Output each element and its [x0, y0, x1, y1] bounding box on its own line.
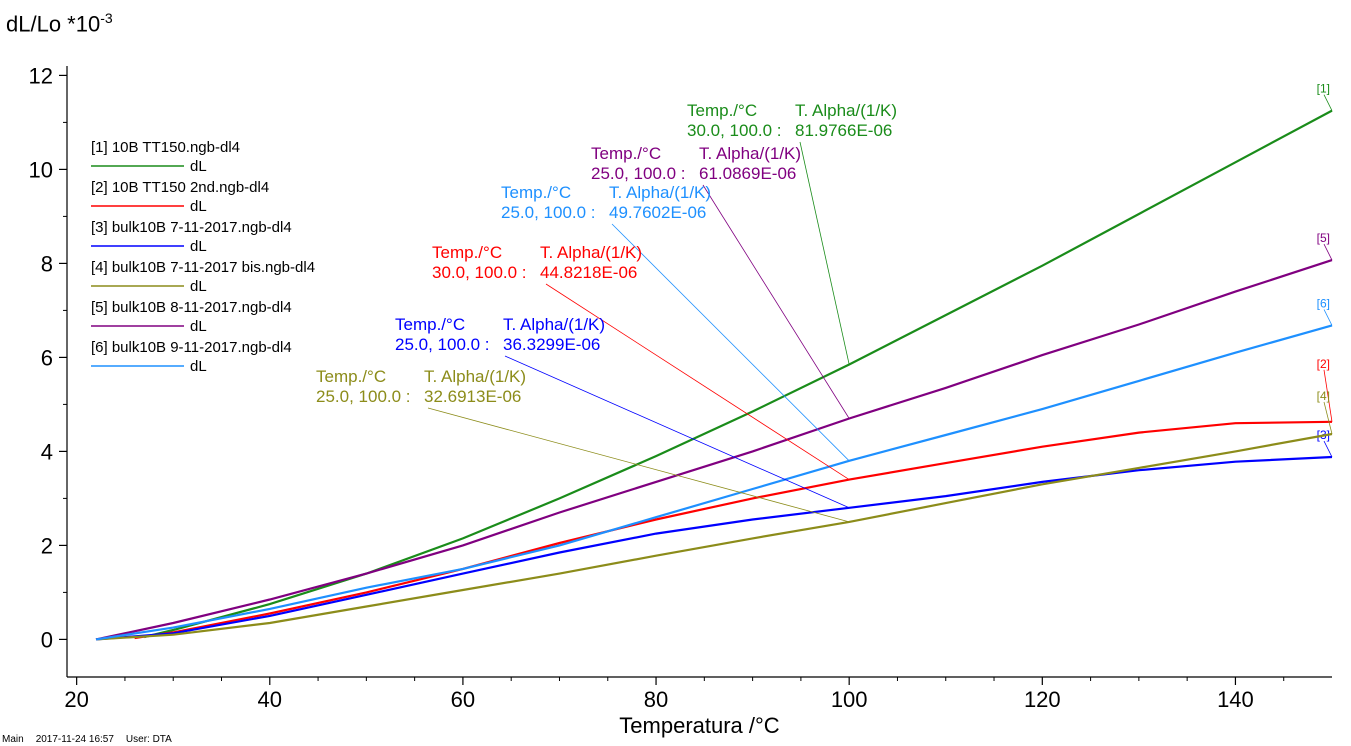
footer-user: User: DTA [125, 734, 172, 745]
status-footer: Main 2017-11-24 16:57 User: DTA [2, 734, 184, 745]
series-end-leader [1323, 94, 1333, 111]
annotation-header-alpha: T. Alpha/(1/K) [795, 101, 897, 120]
annotation-header-temp: Temp./°C [432, 243, 502, 262]
annotation-range: 25.0, 100.0 : [316, 387, 411, 406]
annotation-header-alpha: T. Alpha/(1/K) [540, 243, 642, 262]
legend-entry-name: [6] bulk10B 9-11-2017.ngb-dl4 [91, 339, 292, 356]
annotation-range: 25.0, 100.0 : [501, 203, 596, 222]
legend-entry-sub: dL [190, 238, 207, 255]
series-end-leader [1323, 309, 1333, 326]
series-end-leader [1323, 369, 1333, 422]
annotation-range: 25.0, 100.0 : [591, 164, 686, 183]
annotation-range: 30.0, 100.0 : [687, 121, 782, 140]
annotation-leader [504, 355, 850, 509]
y-tick-label: 0 [41, 627, 53, 652]
series-end-leader [1323, 401, 1333, 435]
annotation-alpha-value: 36.3299E-06 [503, 335, 600, 354]
series-line [95, 259, 1333, 641]
y-axis-label-exponent: -3 [100, 10, 113, 26]
annotation-leader [799, 141, 850, 365]
y-axis-label: dL/Lo *10-3 [6, 10, 113, 37]
legend-entry-name: [3] bulk10B 7-11-2017.ngb-dl4 [91, 219, 292, 236]
x-tick-label: 140 [1217, 687, 1254, 712]
series-end-label: [4] [1317, 389, 1330, 403]
legend-entry-sub: dL [190, 198, 207, 215]
legend-entry-name: [2] 10B TT150 2nd.ngb-dl4 [91, 179, 269, 196]
x-tick-label: 80 [644, 687, 668, 712]
annotation-alpha-value: 44.8218E-06 [540, 263, 637, 282]
annotation-header-temp: Temp./°C [316, 367, 386, 386]
series-line [95, 324, 1333, 641]
annotation-leader [611, 223, 850, 462]
annotation-alpha-value: 61.0869E-06 [699, 164, 796, 183]
x-tick-label: 60 [451, 687, 475, 712]
annotation-range: 30.0, 100.0 : [432, 263, 527, 282]
annotation-alpha-value: 32.6913E-06 [424, 387, 521, 406]
legend-entry-sub: dL [190, 158, 207, 175]
x-tick-label: 120 [1024, 687, 1061, 712]
annotation-header-temp: Temp./°C [687, 101, 757, 120]
series-end-label: [2] [1317, 357, 1330, 371]
annotation-leader [545, 283, 850, 480]
series-line [95, 432, 1333, 641]
annotation-alpha-value: 81.9766E-06 [795, 121, 892, 140]
series-end-label: [5] [1317, 231, 1330, 245]
annotation-alpha-value: 49.7602E-06 [609, 203, 706, 222]
y-tick-label: 2 [41, 533, 53, 558]
legend-entry-sub: dL [190, 278, 207, 295]
annotation-header-temp: Temp./°C [591, 144, 661, 163]
annotation-range: 25.0, 100.0 : [395, 335, 490, 354]
legend-entry-sub: dL [190, 358, 207, 375]
footer-main: Main [2, 734, 24, 745]
series-line [134, 420, 1333, 640]
annotation-header-alpha: T. Alpha/(1/K) [699, 144, 801, 163]
series-end-label: [6] [1317, 296, 1330, 310]
y-tick-label: 6 [41, 345, 53, 370]
x-tick-label: 100 [831, 687, 868, 712]
series-end-label: [1] [1317, 82, 1330, 96]
annotation-leader [427, 407, 850, 523]
annotation-header-alpha: T. Alpha/(1/K) [424, 367, 526, 386]
series-line [144, 109, 1333, 639]
series-end-leader [1323, 440, 1333, 458]
annotation-leader [702, 184, 850, 419]
y-axis-label-main: dL/Lo *10 [6, 11, 101, 37]
x-axis-label: Temperatura /°C [619, 713, 780, 738]
x-tick-label: 40 [258, 687, 282, 712]
annotation-header-alpha: T. Alpha/(1/K) [503, 315, 605, 334]
annotation-header-temp: Temp./°C [395, 315, 465, 334]
legend-entry-name: [1] 10B TT150.ngb-dl4 [91, 139, 240, 156]
footer-datetime: 2017-11-24 16:57 [35, 734, 114, 745]
legend-entry-name: [5] bulk10B 8-11-2017.ngb-dl4 [91, 299, 292, 316]
series-line [95, 455, 1333, 641]
series-end-leader [1323, 243, 1333, 261]
annotation-header-alpha: T. Alpha/(1/K) [609, 183, 711, 202]
x-tick-label: 20 [64, 687, 88, 712]
legend-entry-sub: dL [190, 318, 207, 335]
y-tick-label: 8 [41, 251, 53, 276]
annotation-header-temp: Temp./°C [501, 183, 571, 202]
y-tick-label: 4 [41, 439, 53, 464]
y-tick-label: 12 [29, 63, 53, 88]
legend-entry-name: [4] bulk10B 7-11-2017 bis.ngb-dl4 [91, 259, 315, 276]
y-tick-label: 10 [29, 157, 53, 182]
